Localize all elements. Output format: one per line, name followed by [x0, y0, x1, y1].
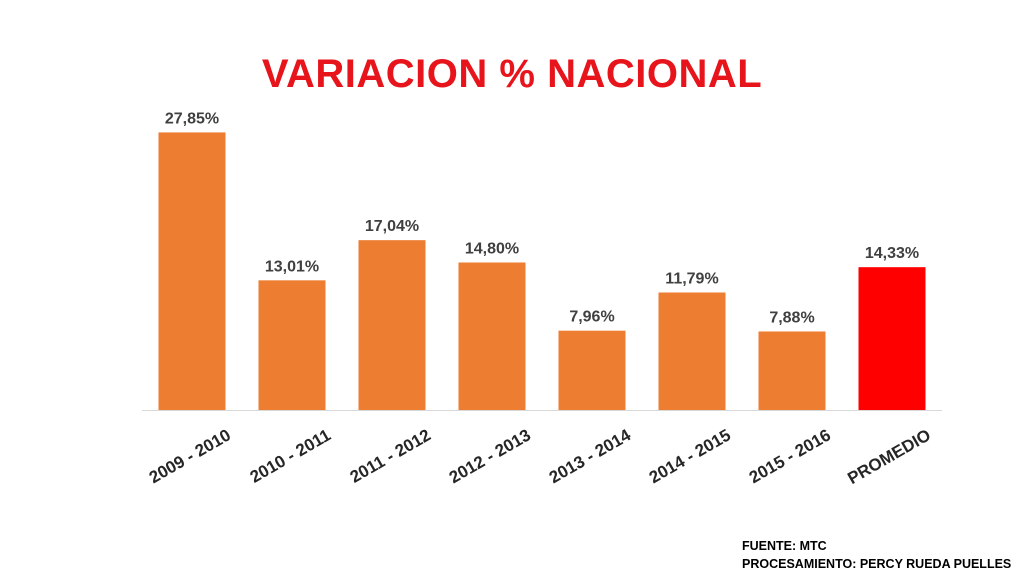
data-label: 7,96%	[569, 309, 614, 326]
x-tick-label: 2011 - 2012	[347, 425, 434, 486]
processing-note: PROCESAMIENTO: PERCY RUEDA PUELLES	[742, 557, 1012, 571]
footer: FUENTE: MTC PROCESAMIENTO: PERCY RUEDA P…	[742, 537, 1011, 573]
x-tick-label: PROMEDIO	[844, 425, 934, 488]
data-label: 27,85%	[165, 110, 219, 127]
data-label: 14,80%	[465, 240, 519, 257]
x-tick-label: 2013 - 2014	[546, 425, 635, 487]
bar	[558, 330, 626, 410]
bar	[158, 132, 226, 410]
bar	[458, 262, 526, 410]
data-label: 11,79%	[665, 270, 718, 287]
data-label: 7,88%	[769, 309, 814, 326]
bar	[758, 331, 826, 410]
data-label: 17,04%	[365, 218, 419, 235]
chart-title: VARIACION % NACIONAL	[261, 52, 763, 96]
bar	[358, 240, 426, 410]
data-label: 13,01%	[265, 258, 319, 275]
x-tick-label: 2014 - 2015	[646, 425, 734, 487]
x-tick-label: 2012 - 2013	[446, 425, 534, 487]
bar	[858, 267, 926, 410]
x-tick-label: 2010 - 2011	[247, 425, 334, 486]
bar	[658, 292, 726, 410]
x-tick-label: 2009 - 2010	[146, 425, 234, 487]
data-label: 14,33%	[865, 245, 919, 262]
bar	[258, 280, 326, 410]
x-tick-label: 2015 - 2016	[746, 425, 834, 487]
source-note: FUENTE: MTC	[742, 539, 827, 553]
